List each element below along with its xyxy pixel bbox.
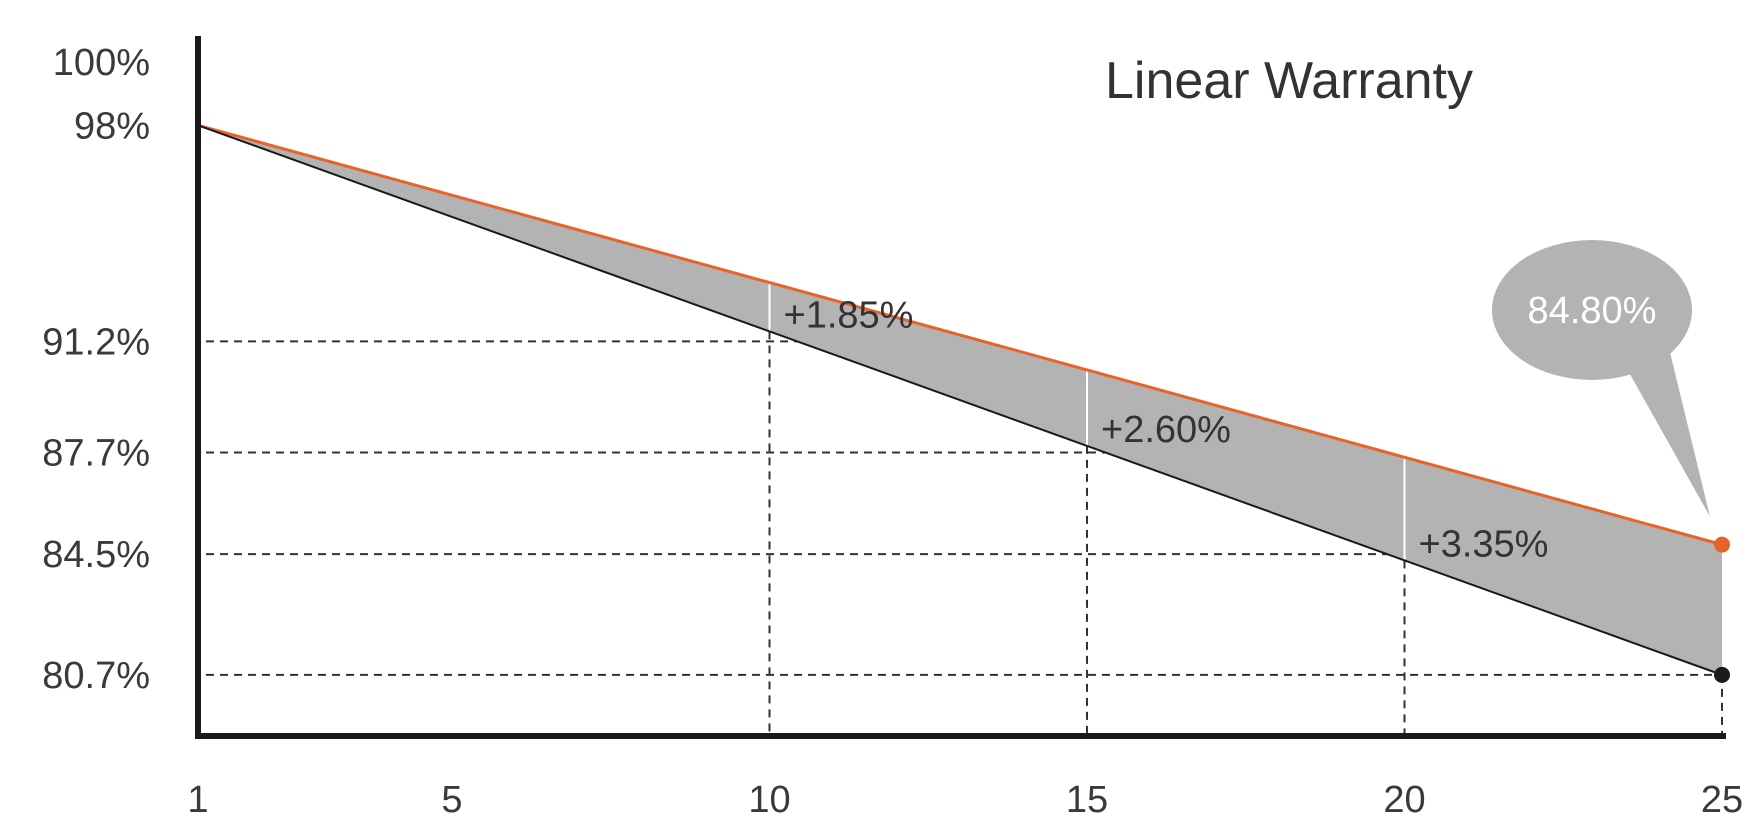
x-tick-label-1: 5: [441, 779, 462, 820]
x-tick-label-3: 15: [1066, 779, 1108, 820]
y-tick-label-4: 84.5%: [42, 534, 150, 576]
callout-tail: [1622, 340, 1710, 517]
chart-title: Linear Warranty: [1105, 52, 1473, 110]
series-line-1: [197, 124, 1723, 676]
x-tick-label-5: 25: [1701, 779, 1743, 820]
gain-label-1: +2.60%: [1101, 409, 1231, 451]
end-points: [1714, 536, 1730, 683]
series-lines: [197, 123, 1723, 676]
x-tick-label-0: 1: [187, 779, 208, 820]
x-tick-labels: 1 5 10 15 20 25: [187, 779, 1743, 820]
callout: 84.80%: [1492, 240, 1710, 517]
callout-bubble: [1492, 240, 1692, 380]
y-tick-label-0: 100%: [53, 42, 150, 84]
series-endpoint-1: [1714, 666, 1730, 683]
gain-labels: +1.85% +2.60% +3.35%: [784, 294, 1549, 565]
x-tick-label-4: 20: [1383, 779, 1425, 820]
x-tick-label-2: 10: [748, 779, 790, 820]
gain-label-0: +1.85%: [784, 294, 914, 336]
series-line-0: [197, 123, 1723, 547]
axes: [195, 36, 1726, 739]
y-tick-label-5: 80.7%: [42, 655, 150, 697]
gain-label-2: +3.35%: [1419, 523, 1549, 565]
y-tick-label-3: 87.7%: [42, 433, 150, 475]
series-endpoint-0: [1714, 536, 1730, 553]
y-tick-labels: 100% 98% 91.2% 87.7% 84.5% 80.7%: [42, 42, 150, 697]
gap-separators: [768, 282, 1406, 561]
y-tick-label-2: 91.2%: [42, 321, 150, 363]
dashed-guides: [206, 331, 1723, 736]
callout-label: 84.80%: [1528, 290, 1657, 332]
y-tick-label-1: 98%: [74, 105, 150, 147]
